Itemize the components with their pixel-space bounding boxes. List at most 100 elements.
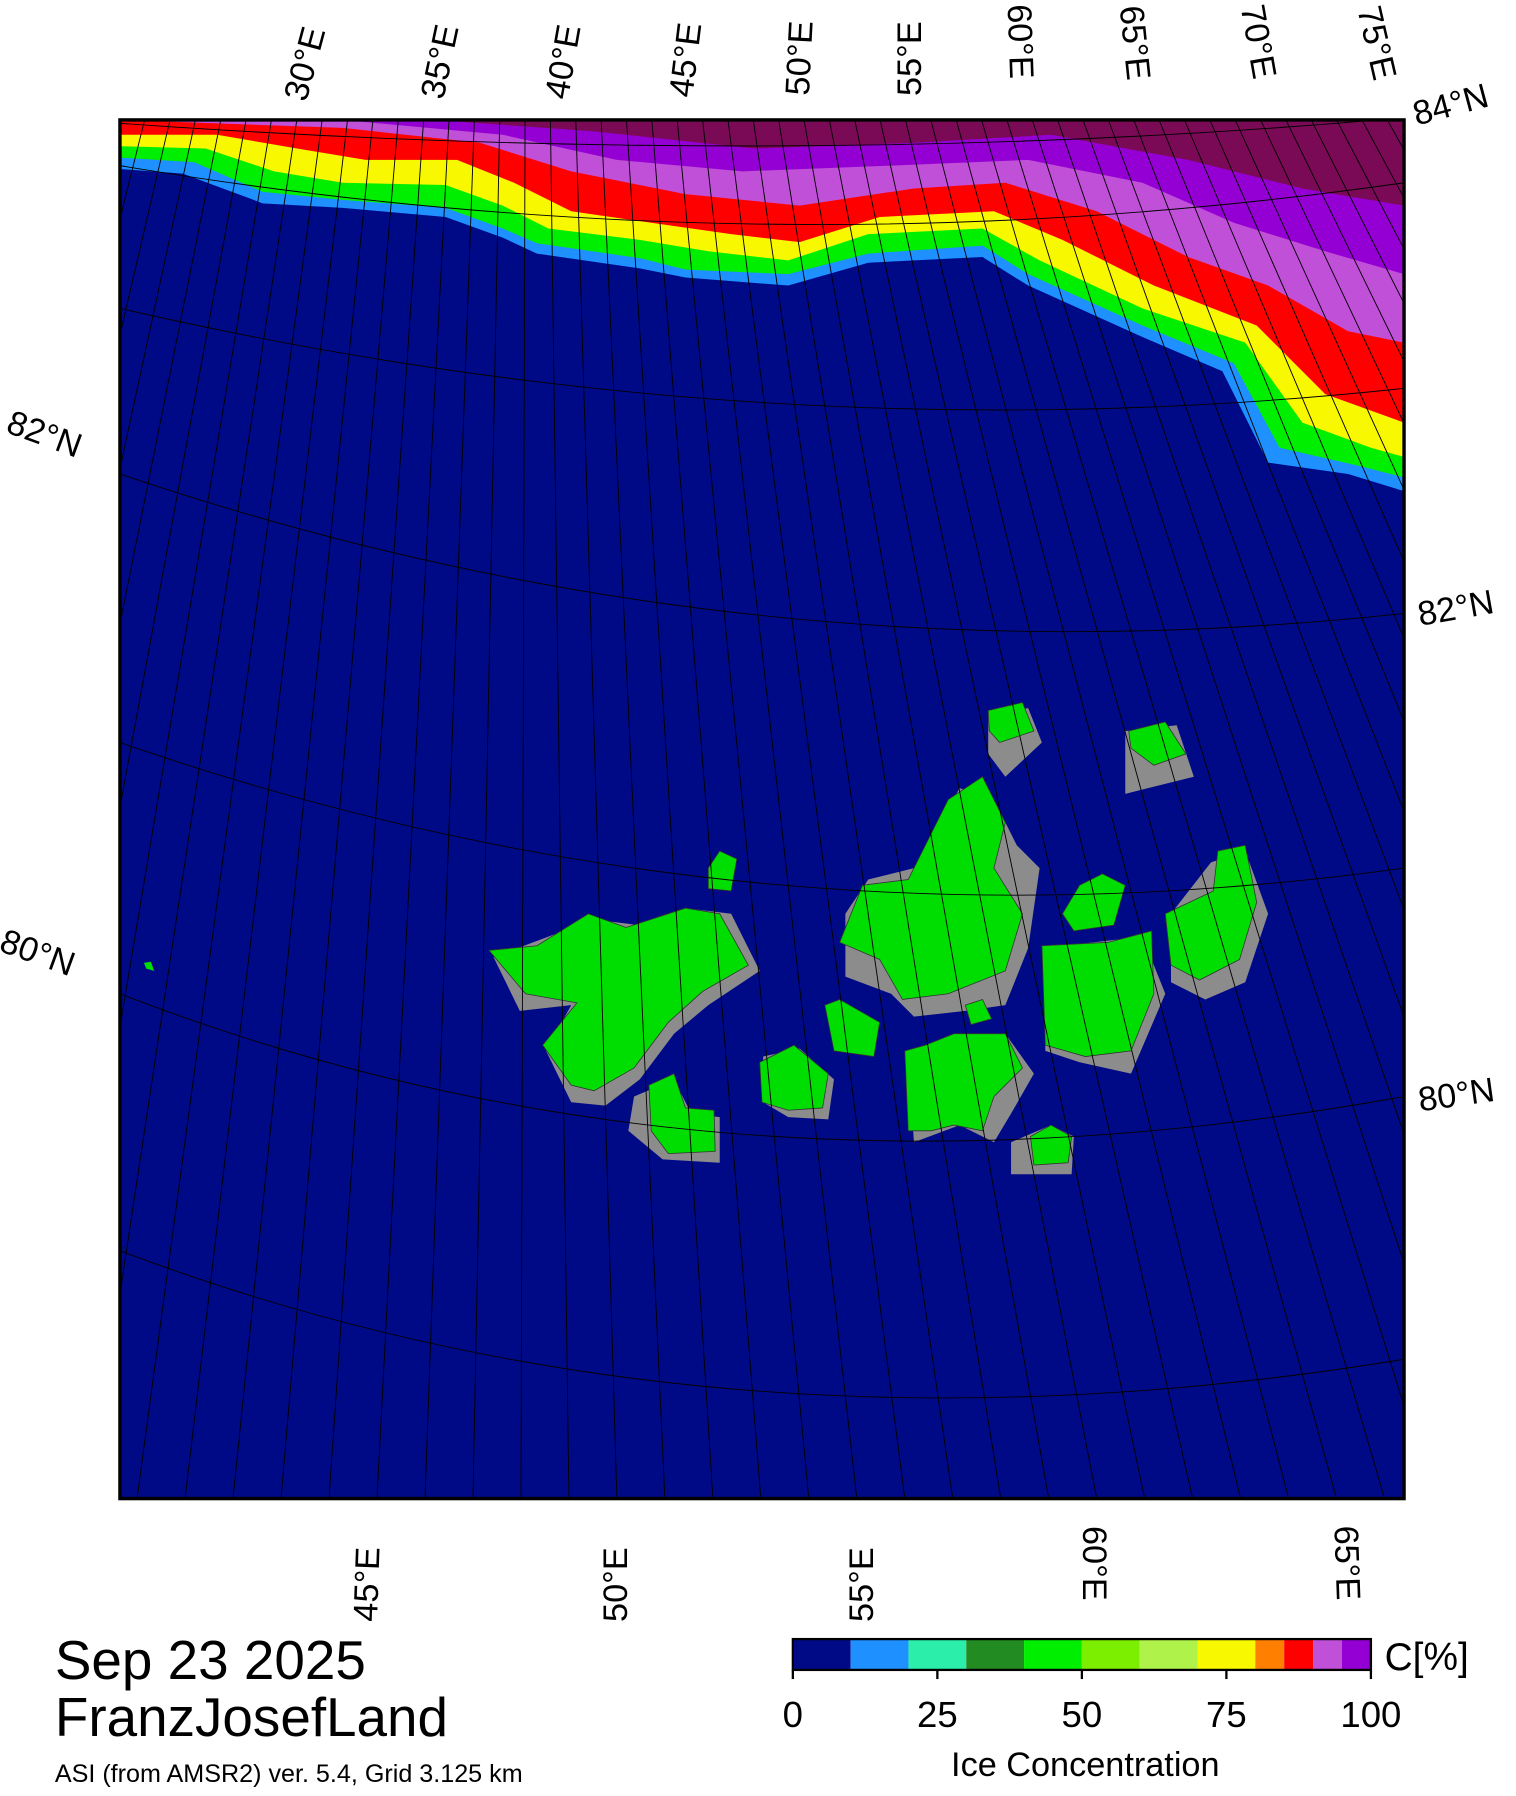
meridian <box>1438 120 1516 1499</box>
meridian <box>328 119 425 1499</box>
meridian <box>803 119 1050 1499</box>
colorbar-tick-label: 75 <box>1206 1694 1247 1735</box>
lon-label: 50°E <box>779 20 821 97</box>
meridian <box>472 119 501 1499</box>
parallel <box>119 742 1405 896</box>
meridian <box>119 119 196 471</box>
island <box>648 1073 716 1155</box>
colorbar-segment <box>1255 1639 1285 1670</box>
meridian <box>184 119 348 1499</box>
bottom-lon-labels: 45°E 50°E 55°E 60°E 65°E <box>347 1525 1367 1622</box>
lat-label: 80°N <box>0 922 80 984</box>
meridian <box>520 119 526 1499</box>
parallel <box>119 473 1405 633</box>
meridian <box>828 119 1098 1499</box>
meridian <box>626 119 714 1499</box>
lon-label: 75°E <box>1349 2 1403 83</box>
lon-label: 45°E <box>347 1546 388 1622</box>
meridian <box>752 119 954 1499</box>
source-note: ASI (from AMSR2) ver. 5.4, Grid 3.125 km <box>55 1760 523 1788</box>
colorbar-segment <box>1024 1639 1082 1670</box>
colorbar-segment <box>1197 1639 1256 1670</box>
meridian <box>280 119 399 1499</box>
lat-label: 82°N <box>2 404 87 466</box>
lon-label: 50°E <box>597 1547 635 1622</box>
colorbar-segment <box>850 1639 909 1670</box>
colorbar-segment <box>1081 1639 1140 1670</box>
lon-label: 65°E <box>1326 1525 1367 1601</box>
ice-band-maroon <box>434 119 1405 206</box>
meridian <box>119 119 272 1030</box>
parallel <box>119 165 1405 225</box>
meridian <box>981 119 1386 1499</box>
meridian <box>1285 119 1405 363</box>
meridian <box>0 120 94 1499</box>
meridian <box>600 119 666 1499</box>
meridian <box>0 120 69 1499</box>
lat-label: 80°N <box>1416 1071 1497 1119</box>
island <box>987 701 1035 743</box>
meridian <box>119 119 247 810</box>
colorbar-segment <box>1342 1639 1371 1670</box>
lon-label: 70°E <box>1233 2 1283 82</box>
colorbar-unit: C[%] <box>1385 1636 1469 1679</box>
island <box>488 907 749 1092</box>
meridian <box>1107 119 1405 911</box>
parallel <box>119 307 1405 411</box>
lon-label: 30°E <box>277 23 333 105</box>
colorbar-segment <box>1139 1639 1198 1670</box>
parallel <box>119 993 1405 1142</box>
meridian <box>854 119 1146 1499</box>
colorbar-segment <box>1313 1639 1343 1670</box>
date-title: Sep 23 2025 <box>55 1629 366 1691</box>
meridian <box>1463 120 1516 1499</box>
lon-label: 40°E <box>538 22 588 102</box>
meridian <box>778 119 1002 1499</box>
colorbar-segment <box>792 1639 851 1670</box>
meridian <box>879 119 1194 1499</box>
island <box>964 998 993 1026</box>
island <box>839 776 1023 1000</box>
meridian <box>1413 120 1516 1499</box>
graticule <box>0 119 1516 1499</box>
meridian <box>424 119 475 1499</box>
colorbar-tick-label: 0 <box>783 1694 803 1735</box>
meridian <box>1006 119 1405 1408</box>
island <box>1128 721 1187 766</box>
meridian <box>1234 119 1405 491</box>
lat-label: 84°N <box>1409 77 1493 134</box>
colorbar-segment <box>908 1639 967 1670</box>
meridian <box>1184 119 1405 640</box>
lon-label: 60°E <box>1075 1526 1113 1601</box>
meridian <box>651 119 762 1499</box>
meridian <box>930 119 1290 1499</box>
colorbar-label: Ice Concentration <box>951 1746 1219 1784</box>
meridian <box>1057 119 1405 1136</box>
lat-label: 82°N <box>1415 583 1497 634</box>
lon-label: 35°E <box>414 21 467 102</box>
colorbar-tick-label: 100 <box>1340 1694 1401 1735</box>
lon-label: 45°E <box>663 20 710 99</box>
island <box>143 961 155 971</box>
meridian <box>1260 119 1405 425</box>
meridian <box>575 119 618 1499</box>
meridian <box>136 119 323 1499</box>
island <box>904 1033 1023 1132</box>
meridian <box>1386 119 1405 151</box>
colorbar-tick-label: 25 <box>917 1694 958 1735</box>
meridian <box>0 120 119 1499</box>
colorbar-tick-label: 50 <box>1062 1694 1103 1735</box>
meridian <box>955 119 1338 1499</box>
meridian <box>119 119 298 1297</box>
meridian <box>905 119 1242 1499</box>
island <box>707 850 738 892</box>
meridian <box>1489 120 1516 1499</box>
region-title: FranzJosefLand <box>55 1686 448 1748</box>
meridian <box>376 119 450 1499</box>
meridian <box>1209 119 1405 563</box>
meridian <box>549 119 570 1499</box>
meridian <box>1082 119 1405 1019</box>
island <box>824 999 881 1058</box>
meridian <box>1031 119 1405 1265</box>
